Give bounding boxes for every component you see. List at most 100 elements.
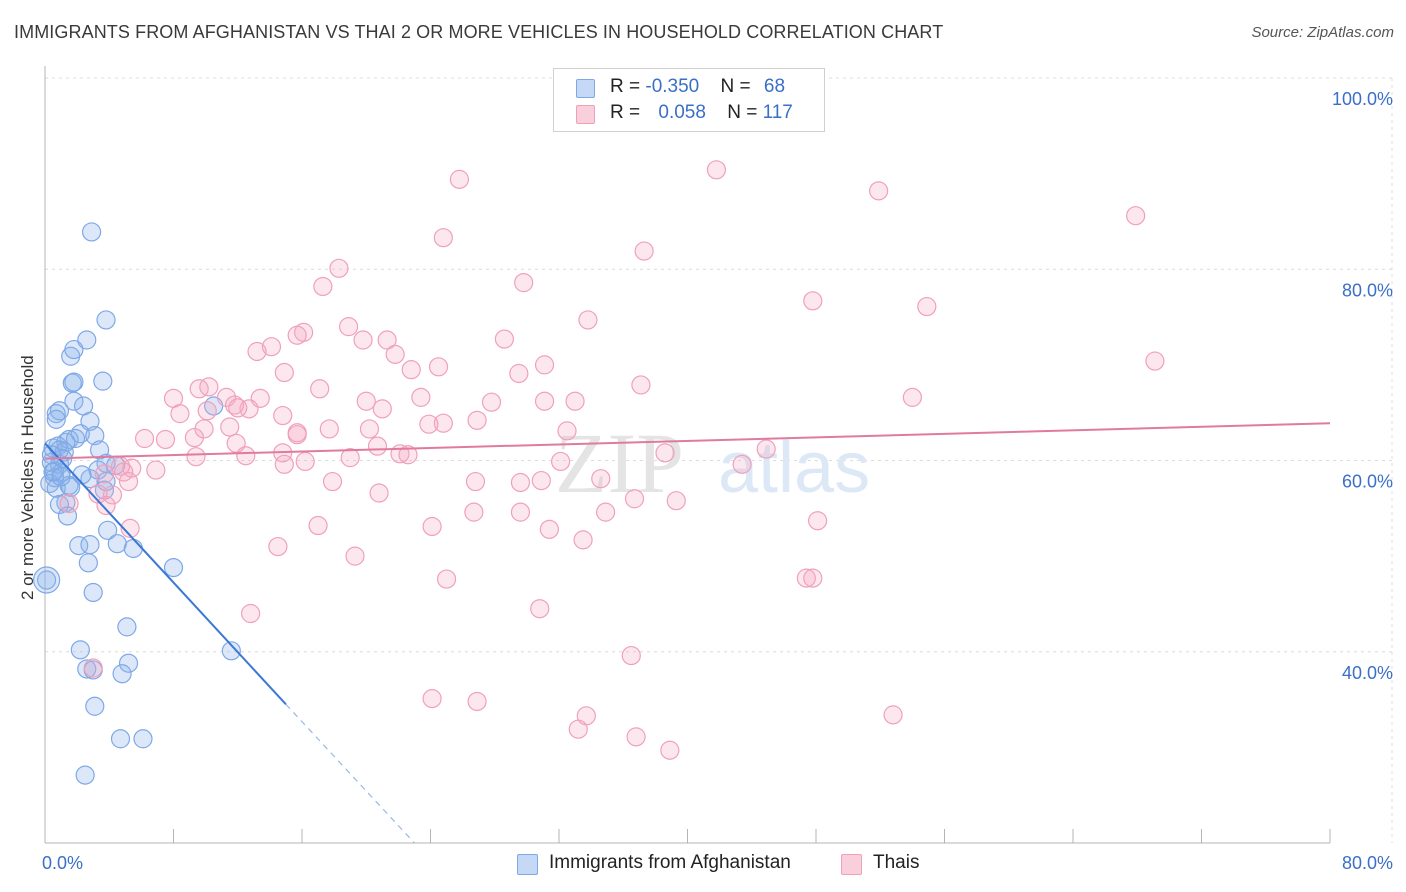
thais-point <box>510 472 531 493</box>
afghanistan-point <box>81 222 102 242</box>
afghanistan-point <box>51 467 71 487</box>
thais-point <box>353 330 373 350</box>
thais-point <box>268 536 288 557</box>
thais-point <box>340 448 360 468</box>
thais-point <box>655 443 675 463</box>
afghanistan-point <box>118 653 139 673</box>
legend-n-label: N = <box>720 76 756 97</box>
thais-point <box>114 462 134 482</box>
afghanistan-point <box>83 582 103 603</box>
thais-point <box>372 399 392 419</box>
thais-point <box>433 228 453 248</box>
afghanistan-point-large <box>33 566 61 594</box>
thais-point <box>356 391 376 411</box>
afghanistan-point <box>77 330 97 350</box>
thais-point <box>419 414 439 434</box>
source-credit: Source: ZipAtlas.com <box>1251 24 1394 41</box>
thais-point <box>803 568 823 588</box>
afghanistan-point <box>107 534 127 554</box>
thais-point <box>359 419 380 439</box>
thais-point <box>557 421 577 441</box>
thais-point <box>591 469 611 489</box>
thais-point <box>534 355 555 375</box>
grid-layer <box>45 77 1393 843</box>
thais-point <box>666 491 686 511</box>
thais-point <box>322 471 343 492</box>
afghanistan-point <box>112 664 132 684</box>
thais-point <box>274 362 294 383</box>
thais-point <box>534 391 555 411</box>
legend-r-label: R = <box>610 76 646 97</box>
thais-point <box>170 404 190 424</box>
afghanistan-trend-line <box>44 442 287 706</box>
afghanistan-point <box>72 465 92 485</box>
thais-point <box>398 445 418 465</box>
thais-point <box>467 410 487 430</box>
thais-point <box>241 603 261 624</box>
thais-point <box>220 417 240 437</box>
afghanistan-point <box>85 426 105 446</box>
thais-point <box>917 296 937 317</box>
thais-point <box>634 241 654 261</box>
afghanistan-point <box>93 371 113 391</box>
thais-point <box>261 337 282 357</box>
thais-point <box>186 447 206 467</box>
thais-point <box>565 391 585 411</box>
thais-point <box>578 310 598 330</box>
x-tick-label: 80.0% <box>1342 853 1393 873</box>
legend-n-value: 117 <box>762 102 793 123</box>
thais-point <box>377 330 397 350</box>
thais-point <box>310 379 330 399</box>
legend-r-label: R = <box>610 102 646 123</box>
thais-point <box>247 341 267 362</box>
tick-label-layer: 40.0% 60.0% 80.0% 100.0% 0.0% 80.0% <box>42 89 1393 873</box>
afghanistan-point <box>75 765 95 785</box>
afghanistan-point <box>117 617 137 637</box>
y-tick-label: 40.0% <box>1342 663 1393 683</box>
afghanistan-point <box>163 557 184 578</box>
thais-point <box>706 160 727 180</box>
thais-point <box>808 511 828 531</box>
thais-point <box>338 317 359 337</box>
thais-point <box>626 727 646 747</box>
thais-point <box>155 429 176 450</box>
thais-point <box>568 719 588 739</box>
thais-point <box>120 518 140 538</box>
afghanistan-point <box>59 429 79 450</box>
points-layer <box>33 160 1165 785</box>
thais-point <box>96 495 116 516</box>
thais-point <box>433 413 453 433</box>
thais-point <box>411 387 431 407</box>
legend-r-value: 0.058 <box>658 102 706 123</box>
thais-point <box>530 599 550 619</box>
thais-point <box>287 423 307 443</box>
thais-point <box>236 446 256 466</box>
afghanistan-point <box>70 640 90 660</box>
thais-point <box>228 398 248 418</box>
thais-point <box>1126 206 1146 226</box>
thais-point <box>422 689 442 709</box>
afghanistan-point <box>37 570 57 590</box>
thais-point <box>422 516 442 537</box>
afghanistan-point <box>41 445 62 465</box>
thais-point <box>539 519 559 539</box>
y-tick-label: 100.0% <box>1332 89 1393 109</box>
thais-point <box>367 436 388 456</box>
afghanistan-point <box>80 535 100 555</box>
afghanistan-point <box>110 729 131 749</box>
thais-point <box>803 291 823 311</box>
thais-point <box>308 515 328 536</box>
thais-point <box>199 377 219 397</box>
thais-point <box>756 439 776 459</box>
legend-n-label: N = <box>727 102 763 123</box>
correlation-legend: R = -0.350 N = 68 R = 0.058 N = 117 <box>553 68 825 132</box>
thais-point <box>510 502 531 522</box>
chart-title: IMMIGRANTS FROM AFGHANISTAN VS THAI 2 OR… <box>14 22 944 42</box>
afghanistan-point <box>77 659 97 679</box>
afghanistan-point <box>46 409 66 429</box>
thais-point <box>224 395 245 415</box>
thais-point <box>869 181 889 201</box>
thais-point <box>59 493 79 514</box>
afghanistan-point <box>123 538 143 559</box>
afghanistan-point <box>64 391 84 411</box>
